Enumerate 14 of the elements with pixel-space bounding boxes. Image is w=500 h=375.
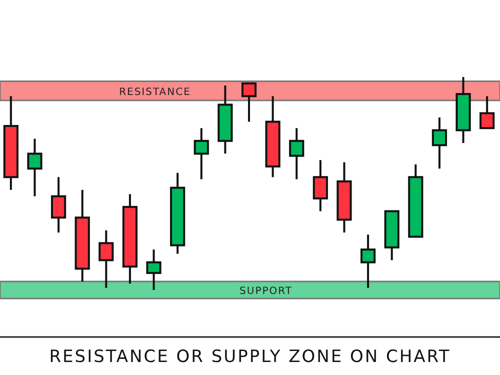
candlestick [194, 127, 209, 180]
band-label: SUPPORT [240, 286, 292, 297]
candlestick [480, 95, 495, 130]
candlestick [312, 159, 328, 212]
candlestick [146, 248, 162, 291]
candlestick [27, 138, 42, 198]
candlestick [50, 176, 66, 234]
candlestick [289, 127, 304, 180]
candlestick [241, 82, 257, 123]
text: RESISTANCE OR SUPPLY ZONE ON CHART [49, 347, 451, 367]
candlestick [360, 234, 376, 289]
candlestick [432, 116, 448, 170]
candlestick [98, 229, 114, 289]
band-label: RESISTANCE [119, 86, 191, 98]
